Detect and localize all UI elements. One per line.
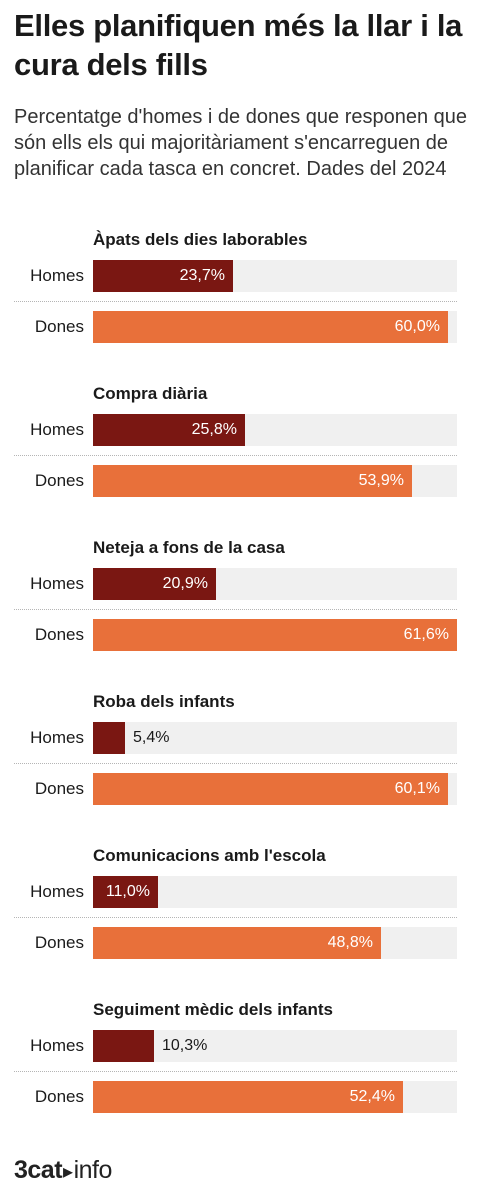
series-label: Homes — [30, 574, 84, 593]
brand-suffix: info — [73, 1156, 113, 1184]
chart-subtitle: Percentatge d'homes i de dones que respo… — [14, 106, 468, 180]
bar-track — [93, 722, 457, 754]
dones-bar — [93, 773, 448, 805]
chart-title: Elles planifiquen més la llar i la cura … — [14, 8, 463, 82]
category-label: Compra diària — [93, 384, 208, 403]
dones-bar — [93, 619, 457, 651]
dones-bar — [93, 1081, 403, 1113]
play-arrow-icon: ▸ — [63, 1161, 73, 1183]
category-label: Neteja a fons de la casa — [93, 538, 285, 557]
data-label: 52,4% — [349, 1088, 395, 1105]
dones-bar — [93, 927, 381, 959]
series-label: Homes — [30, 266, 84, 285]
homes-bar — [93, 260, 233, 292]
row-divider — [14, 1071, 457, 1072]
brand-logo: 3cat▸info — [14, 1155, 112, 1187]
series-label: Dones — [34, 471, 84, 490]
series-label: Homes — [30, 1036, 84, 1055]
data-label: 48,8% — [327, 934, 373, 951]
row-divider — [14, 455, 457, 456]
homes-bar — [93, 876, 158, 908]
brand-name: 3cat — [14, 1156, 63, 1184]
series-label: Dones — [34, 625, 84, 644]
homes-bar — [93, 568, 216, 600]
data-label: 5,4% — [133, 729, 170, 746]
homes-bar — [93, 1030, 154, 1062]
series-label: Dones — [34, 933, 84, 952]
row-divider — [14, 609, 457, 610]
category-label: Roba dels infants — [93, 692, 235, 711]
category-label: Seguiment mèdic dels infants — [93, 1000, 333, 1019]
series-label: Homes — [30, 882, 84, 901]
data-label: 60,1% — [394, 780, 440, 797]
data-label: 11,0% — [105, 883, 150, 900]
data-label: 10,3% — [162, 1037, 208, 1054]
dones-bar — [93, 311, 448, 343]
category-label: Comunicacions amb l'escola — [93, 846, 326, 865]
data-label: 20,9% — [162, 575, 208, 592]
data-label: 23,7% — [179, 267, 225, 284]
row-divider — [14, 301, 457, 302]
data-label: 61,6% — [403, 626, 449, 643]
category-label: Àpats dels dies laborables — [93, 230, 308, 249]
series-label: Dones — [34, 1087, 84, 1106]
data-label: 60,0% — [394, 318, 440, 335]
series-label: Dones — [34, 779, 84, 798]
series-label: Dones — [34, 317, 84, 336]
series-label: Homes — [30, 420, 84, 439]
dones-bar — [93, 465, 412, 497]
homes-bar — [93, 414, 245, 446]
row-divider — [14, 763, 457, 764]
row-divider — [14, 917, 457, 918]
data-label: 53,9% — [358, 472, 404, 489]
homes-bar — [93, 722, 125, 754]
data-label: 25,8% — [191, 421, 237, 438]
series-label: Homes — [30, 728, 84, 747]
